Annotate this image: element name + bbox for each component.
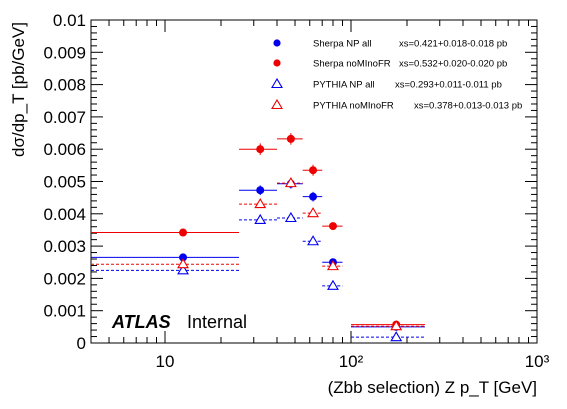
data-point [390,331,403,342]
data-point [179,253,188,262]
y-tick-label: 0.002 [43,269,86,288]
y-tick-label: 0.003 [43,237,86,256]
legend-cross-section: xs=0.421+0.018-0.018 pb [399,39,507,50]
data-point [286,134,295,143]
data-point [177,258,190,269]
y-tick-label: 0.01 [53,11,86,30]
legend-series-name: PYTHIA noMInoFR [313,101,394,112]
data-point [254,198,267,209]
data-point [177,264,190,275]
data-point [307,235,320,246]
y-tick-label: 0 [77,334,86,353]
x-axis-title: (Zbb selection) Z p_T [GeV] [328,378,537,397]
series-layer [91,133,426,342]
legend-series-name: Sherpa NP all [313,39,371,50]
y-tick-label: 0.007 [43,108,86,127]
legend-marker [271,98,283,110]
data-point [390,320,403,331]
legend-cross-section: xs=0.532+0.020-0.020 pb [399,59,507,70]
data-point [327,279,339,290]
x-tick-label: 10³ [525,352,550,371]
atlas-label: ATLAS [111,312,171,332]
internal-label: Internal [187,312,247,332]
x-tick-label: 10² [339,352,364,371]
y-tick-label: 0.005 [43,173,86,192]
axis-labels: (Zbb selection) Z p_T [GeV] dσ/dp_T [pb/G… [9,22,537,397]
data-point [254,213,267,224]
y-tick-label: 0.009 [43,43,86,62]
y-axis-title: dσ/dp_T [pb/GeV] [9,22,28,157]
data-point [309,192,318,201]
axis-ticks: 0 0.001 0.002 0.003 0.004 0.005 0.006 0.007 0.00… [43,11,549,371]
data-point [284,177,297,188]
data-point [307,207,320,218]
legend-series-name: PYTHIA NP all [313,80,375,91]
series-2 [91,211,426,342]
data-point [256,145,265,154]
legend-cross-section: xs=0.293+0.011-0.011 pb [395,80,502,91]
atlas-annotation: ATLAS Internal [111,312,247,332]
y-tick-label: 0.006 [43,140,86,159]
data-point [256,186,265,195]
y-tick-label: 0.001 [43,302,86,321]
legend: Sherpa NP all xs=0.421+0.018-0.018 pb Sher… [271,39,522,112]
series-3 [91,177,426,331]
legend-marker [271,77,283,89]
legend-cross-section: xs=0.378+0.013-0.013 pb [414,101,522,112]
y-tick-label: 0.004 [43,205,86,224]
data-point [179,228,188,237]
data-point [327,260,339,271]
data-point [309,166,318,175]
legend-marker [273,59,281,67]
legend-series-name: Sherpa noMInoFR [313,59,391,70]
y-tick-label: 0.008 [43,76,86,95]
data-point [284,211,297,223]
data-point [328,222,337,231]
x-tick-label: 10 [156,352,175,371]
legend-marker [273,39,281,47]
